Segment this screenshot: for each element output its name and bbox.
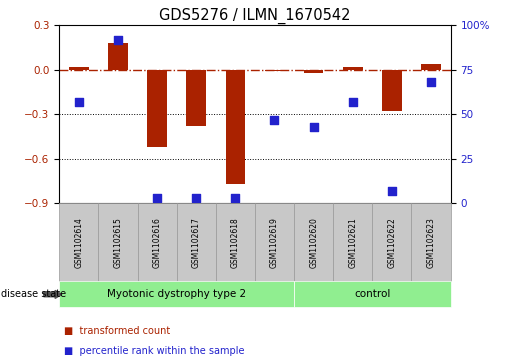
Bar (255, 203, 294, 281)
Bar (147, 70, 167, 147)
Bar (59, 281, 294, 307)
Text: GSM1102623: GSM1102623 (426, 217, 436, 268)
Bar (333, 203, 372, 281)
Bar (226, 70, 245, 184)
Point (114, 37, 122, 42)
Bar (294, 203, 333, 281)
Text: GSM1102619: GSM1102619 (270, 217, 279, 268)
Text: GSM1102617: GSM1102617 (192, 217, 201, 268)
Text: GSM1102614: GSM1102614 (74, 217, 83, 268)
Text: disease state: disease state (1, 289, 66, 299)
Text: GSM1102616: GSM1102616 (152, 217, 162, 268)
Bar (108, 43, 128, 70)
Text: GSM1102620: GSM1102620 (309, 217, 318, 268)
Bar (177, 203, 216, 281)
Bar (343, 67, 363, 70)
Text: ■  transformed count: ■ transformed count (64, 326, 170, 336)
Bar (372, 203, 411, 281)
Bar (69, 67, 89, 70)
Bar (304, 70, 323, 73)
Text: ■  percentile rank within the sample: ■ percentile rank within the sample (64, 346, 245, 356)
Bar (382, 70, 402, 111)
Text: GSM1102618: GSM1102618 (231, 217, 240, 268)
Bar (294, 281, 451, 307)
Text: GSM1102615: GSM1102615 (113, 217, 123, 268)
Text: Myotonic dystrophy type 2: Myotonic dystrophy type 2 (107, 289, 246, 299)
Bar (59, 203, 98, 281)
Point (270, 117, 279, 123)
Text: control: control (354, 289, 390, 299)
Bar (411, 203, 451, 281)
Point (349, 99, 357, 105)
Point (231, 195, 239, 201)
Point (192, 195, 200, 201)
Point (75, 99, 83, 105)
Point (310, 124, 318, 130)
Text: GSM1102621: GSM1102621 (348, 217, 357, 268)
Bar (138, 203, 177, 281)
Bar (421, 64, 441, 70)
Bar (186, 70, 206, 126)
Bar (216, 203, 255, 281)
Bar (98, 203, 138, 281)
Point (153, 195, 161, 201)
Point (388, 188, 396, 194)
Text: GSM1102622: GSM1102622 (387, 217, 397, 268)
Point (427, 79, 435, 85)
Bar (265, 70, 284, 72)
Title: GDS5276 / ILMN_1670542: GDS5276 / ILMN_1670542 (159, 8, 351, 24)
